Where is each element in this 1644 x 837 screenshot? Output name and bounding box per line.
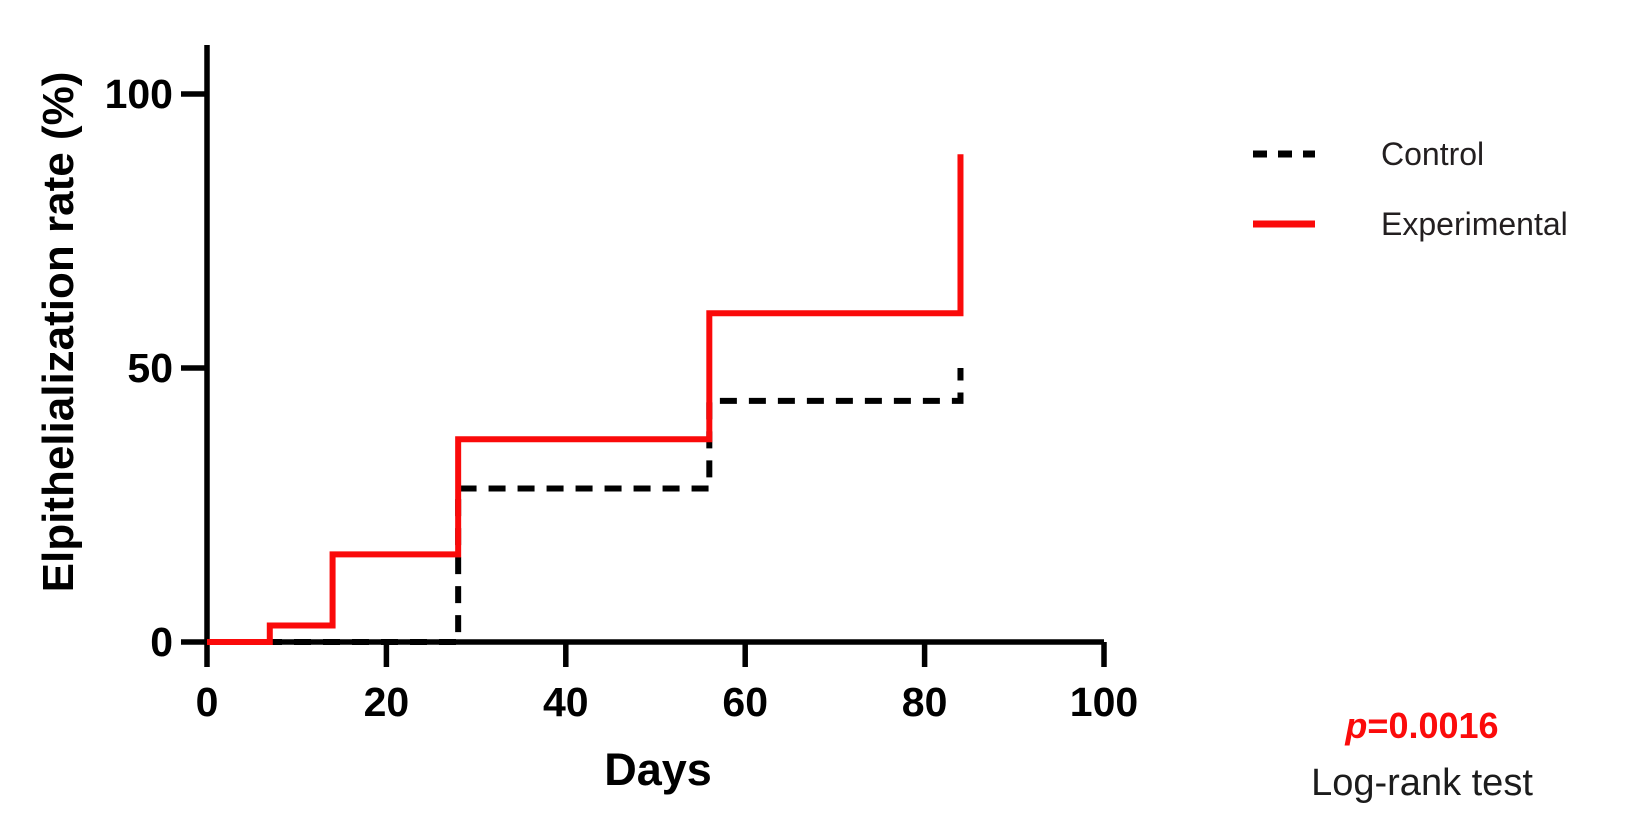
y-tick-label: 50 — [127, 345, 173, 391]
stats-annotation: p=0.0016 Log-rank test — [1222, 700, 1622, 810]
x-tick-label: 80 — [902, 679, 948, 725]
series-line-control — [207, 368, 964, 645]
y-tick-label: 100 — [105, 71, 173, 117]
test-name-text: Log-rank test — [1311, 762, 1533, 804]
p-value: =0.0016 — [1367, 705, 1499, 746]
legend-item-control: Control — [1251, 133, 1568, 175]
x-tick-label: 0 — [196, 679, 219, 725]
p-value-text: p=0.0016 — [1222, 700, 1622, 752]
legend: Control Experimental — [1251, 133, 1568, 245]
y-tick-label: 0 — [150, 619, 173, 665]
control-dashed-line-swatch — [1253, 150, 1315, 158]
y-axis-title: Elpithelialization rate (%) — [34, 71, 83, 593]
x-tick-label: 40 — [543, 679, 589, 725]
p-symbol: p — [1345, 705, 1368, 746]
experimental-solid-line-swatch — [1253, 220, 1315, 228]
legend-label-experimental: Experimental — [1381, 205, 1568, 242]
x-tick-label: 60 — [722, 679, 768, 725]
x-axis-title: Days — [604, 744, 712, 795]
x-tick-label: 20 — [364, 679, 410, 725]
legend-item-experimental: Experimental — [1251, 203, 1568, 245]
x-tick-label: 100 — [1070, 679, 1138, 725]
legend-label-control: Control — [1381, 135, 1485, 172]
series-line-experimental — [207, 154, 964, 645]
